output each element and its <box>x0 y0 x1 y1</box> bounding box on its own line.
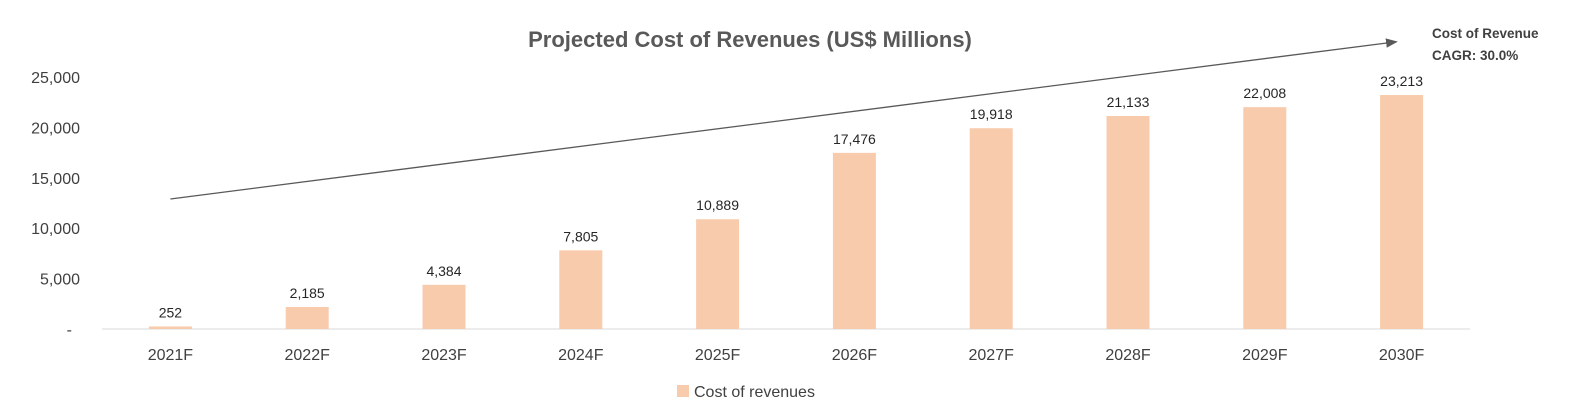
y-tick-label: 5,000 <box>40 272 80 289</box>
bar <box>696 219 740 329</box>
x-tick-label: 2029F <box>1242 347 1288 364</box>
x-tick-label: 2028F <box>1105 347 1151 364</box>
x-tick-label: 2024F <box>558 347 604 364</box>
y-tick-label: 20,000 <box>31 120 80 137</box>
data-label: 10,889 <box>696 197 739 213</box>
data-labels-group: 252 2,185 4,384 7,805 10,889 17,476 19,918 21,1… <box>159 73 1423 320</box>
data-label: 7,805 <box>563 228 598 244</box>
legend-label: Cost of revenues <box>694 384 815 401</box>
cagr-trend-arrow <box>170 38 1398 200</box>
y-tick-label: 15,000 <box>31 171 80 188</box>
x-tick-label: 2025F <box>695 347 741 364</box>
cagr-annotation-title: Cost of Revenue <box>1432 26 1539 41</box>
bars-group <box>148 95 1424 329</box>
bar <box>832 152 876 329</box>
bar <box>1243 107 1287 329</box>
x-tick-label: 2026F <box>832 347 878 364</box>
bar <box>422 284 466 329</box>
y-tick-label: 25,000 <box>31 70 80 87</box>
data-label: 22,008 <box>1243 85 1286 101</box>
chart-title: Projected Cost of Revenues (US$ Millions… <box>528 27 972 52</box>
bar <box>559 250 603 329</box>
legend: Cost of revenues <box>677 384 815 401</box>
bar <box>1106 115 1150 329</box>
data-label: 19,918 <box>970 106 1013 122</box>
x-tick-label: 2022F <box>285 347 331 364</box>
x-tick-label: 2030F <box>1379 347 1425 364</box>
x-tick-label: 2021F <box>148 347 194 364</box>
x-axis: 2021F 2022F 2023F 2024F 2025F 2026F 2027F 2028F… <box>148 347 1425 364</box>
data-label: 252 <box>159 304 183 320</box>
data-label: 4,384 <box>426 263 461 279</box>
bar <box>969 128 1013 329</box>
data-label: 17,476 <box>833 131 876 147</box>
x-tick-label: 2023F <box>421 347 467 364</box>
y-tick-label: - <box>67 322 72 339</box>
data-label: 21,133 <box>1107 94 1150 110</box>
bar <box>1380 95 1424 329</box>
legend-swatch <box>677 385 689 397</box>
data-label: 23,213 <box>1380 73 1423 89</box>
y-axis: - 5,000 10,000 15,000 20,000 25,000 <box>31 70 80 339</box>
cagr-annotation-value: CAGR: 30.0% <box>1432 48 1518 63</box>
y-tick-label: 10,000 <box>31 221 80 238</box>
data-label: 2,185 <box>290 285 325 301</box>
bar <box>285 306 329 329</box>
bar <box>148 326 192 329</box>
x-tick-label: 2027F <box>969 347 1015 364</box>
